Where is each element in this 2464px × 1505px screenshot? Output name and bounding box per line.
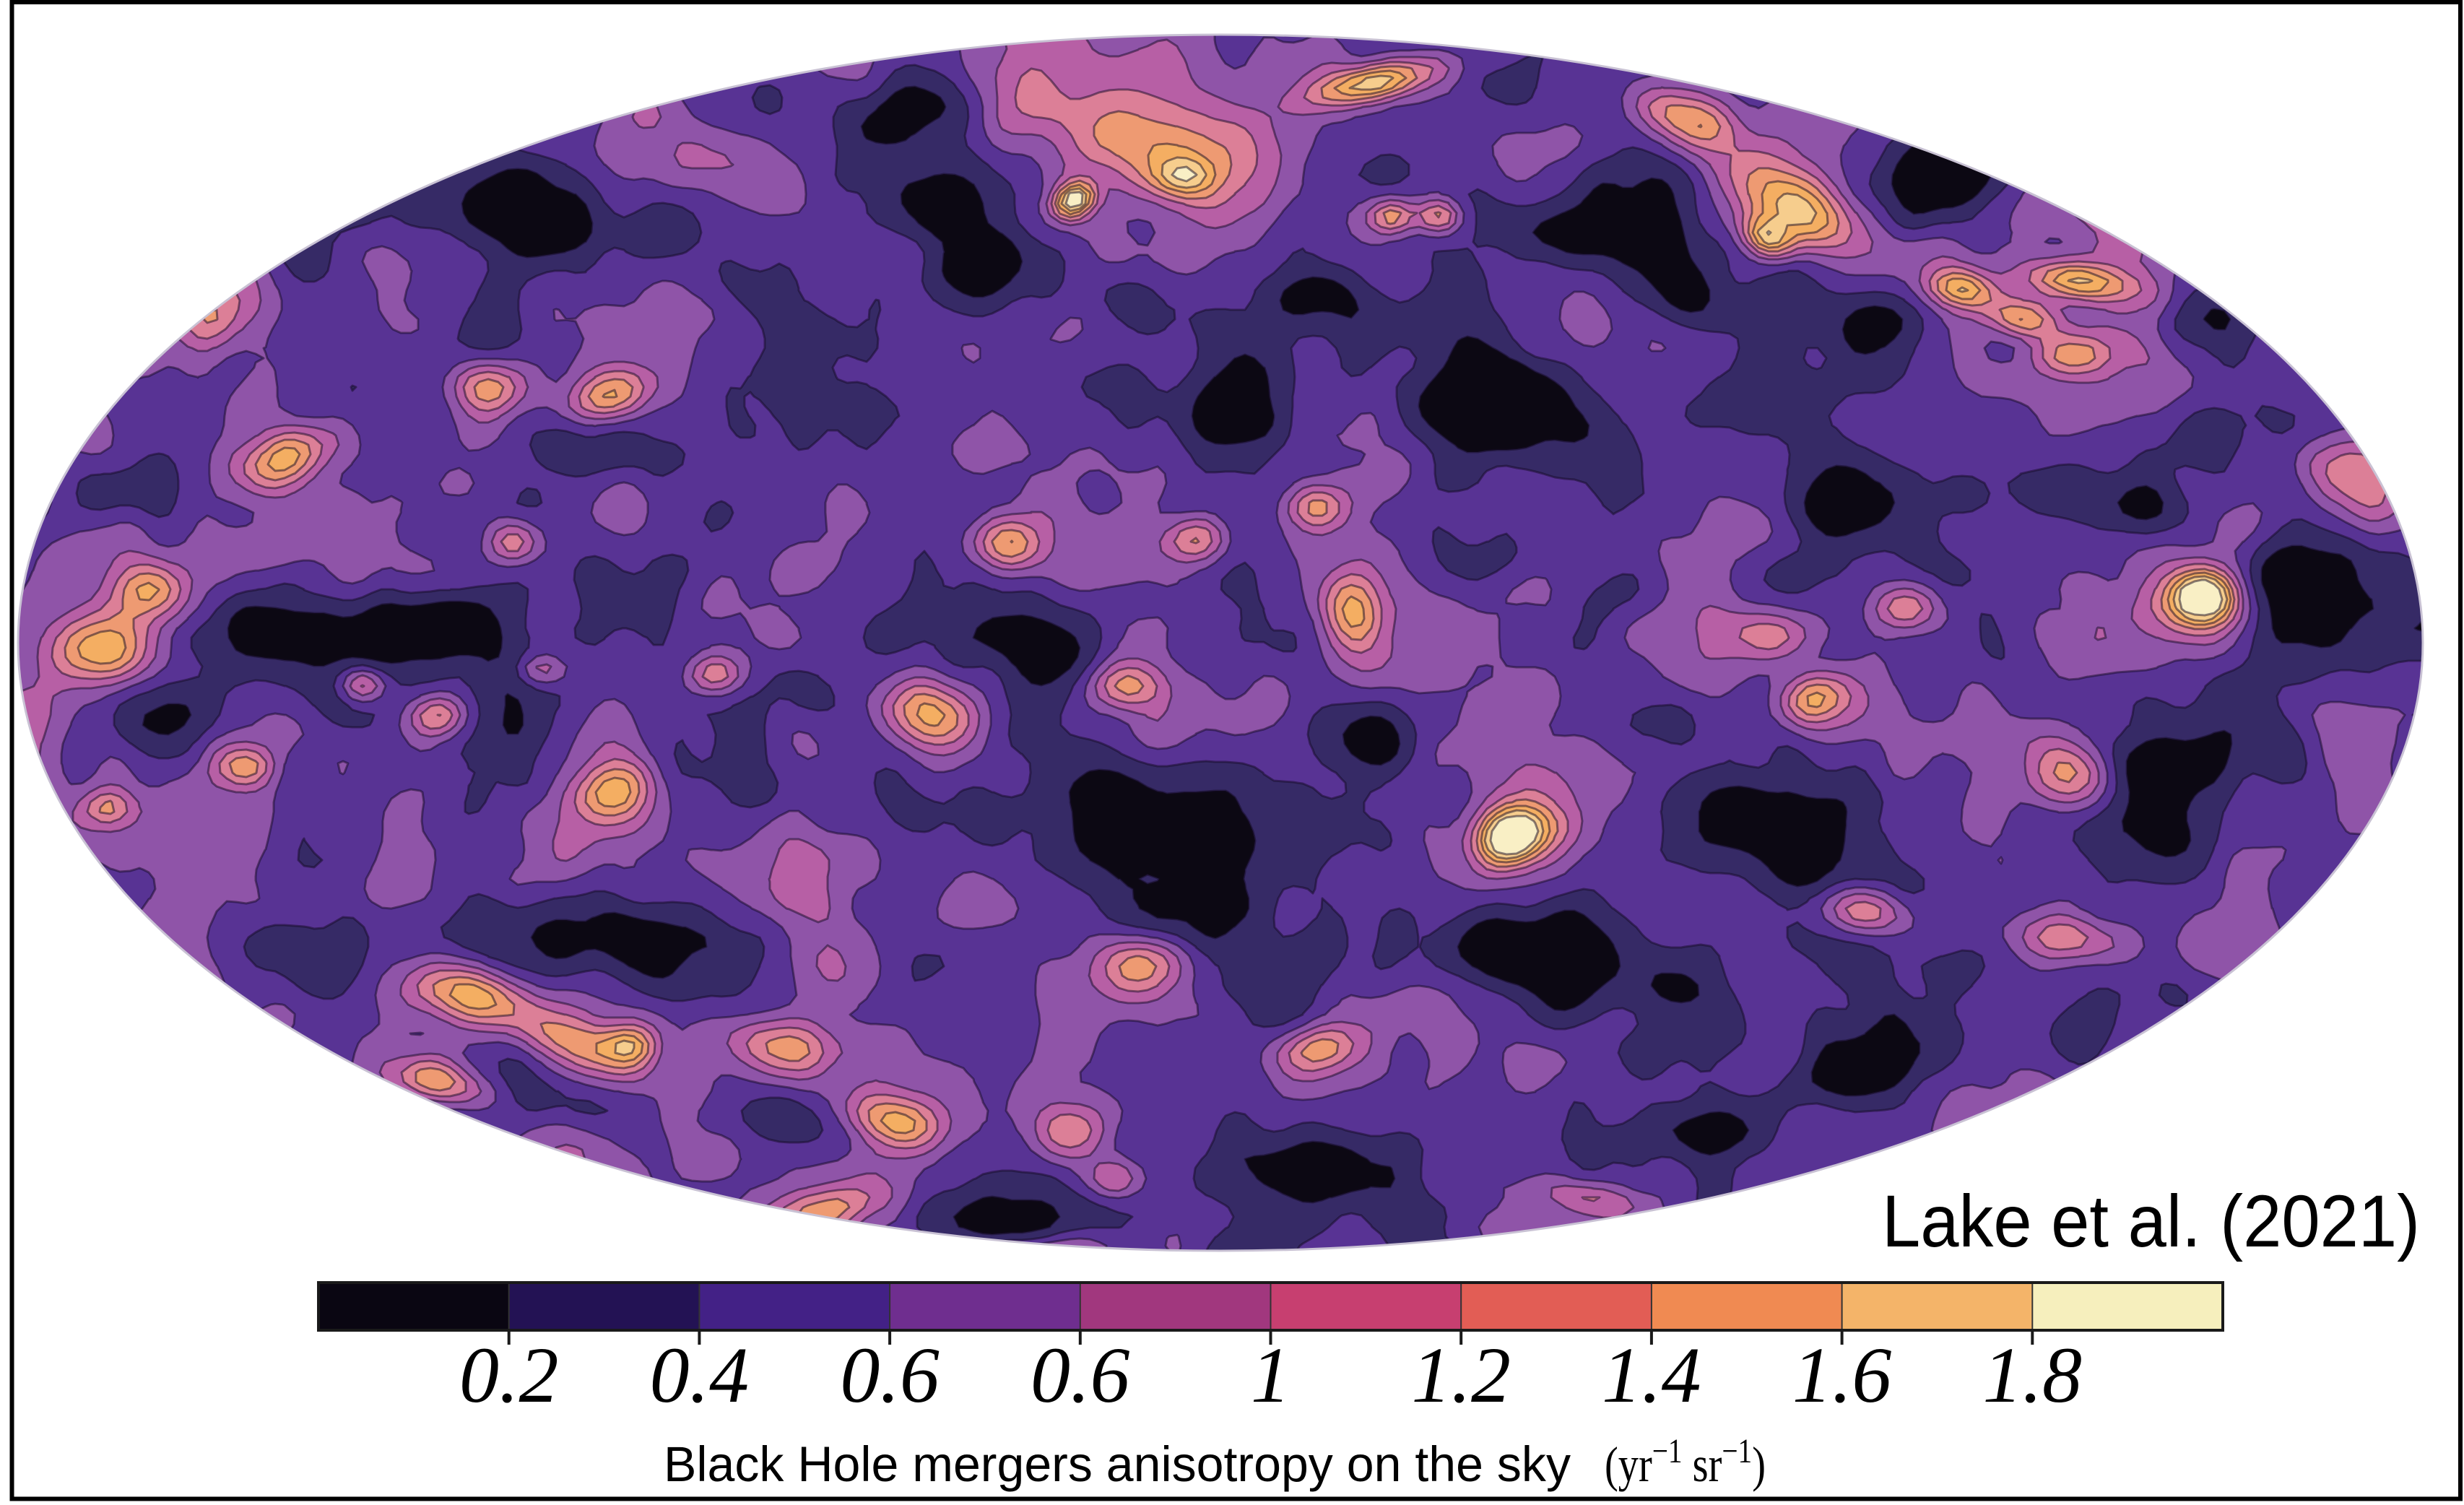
svg-text:0.4: 0.4 xyxy=(650,1331,750,1419)
svg-text:0.6: 0.6 xyxy=(1031,1331,1130,1419)
svg-text:1.4: 1.4 xyxy=(1602,1331,1701,1419)
svg-text:Lake et al. (2021): Lake et al. (2021) xyxy=(1882,1180,2420,1262)
svg-text:1.2: 1.2 xyxy=(1411,1331,1511,1419)
svg-text:0.2: 0.2 xyxy=(459,1331,559,1419)
svg-text:Black Hole mergers anisotropy: Black Hole mergers anisotropy on the sky xyxy=(664,1436,1571,1492)
svg-text:0.6: 0.6 xyxy=(840,1331,940,1419)
svg-text:1.6: 1.6 xyxy=(1792,1331,1892,1419)
svg-text:1.8: 1.8 xyxy=(1983,1331,2083,1419)
svg-text:1: 1 xyxy=(1251,1331,1290,1419)
